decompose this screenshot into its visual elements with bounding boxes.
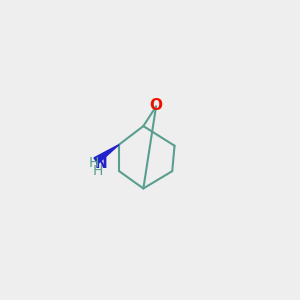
Text: H: H xyxy=(88,156,99,170)
Text: H: H xyxy=(93,164,104,178)
Polygon shape xyxy=(94,145,119,164)
Text: N: N xyxy=(94,155,107,170)
Text: O: O xyxy=(150,98,163,113)
